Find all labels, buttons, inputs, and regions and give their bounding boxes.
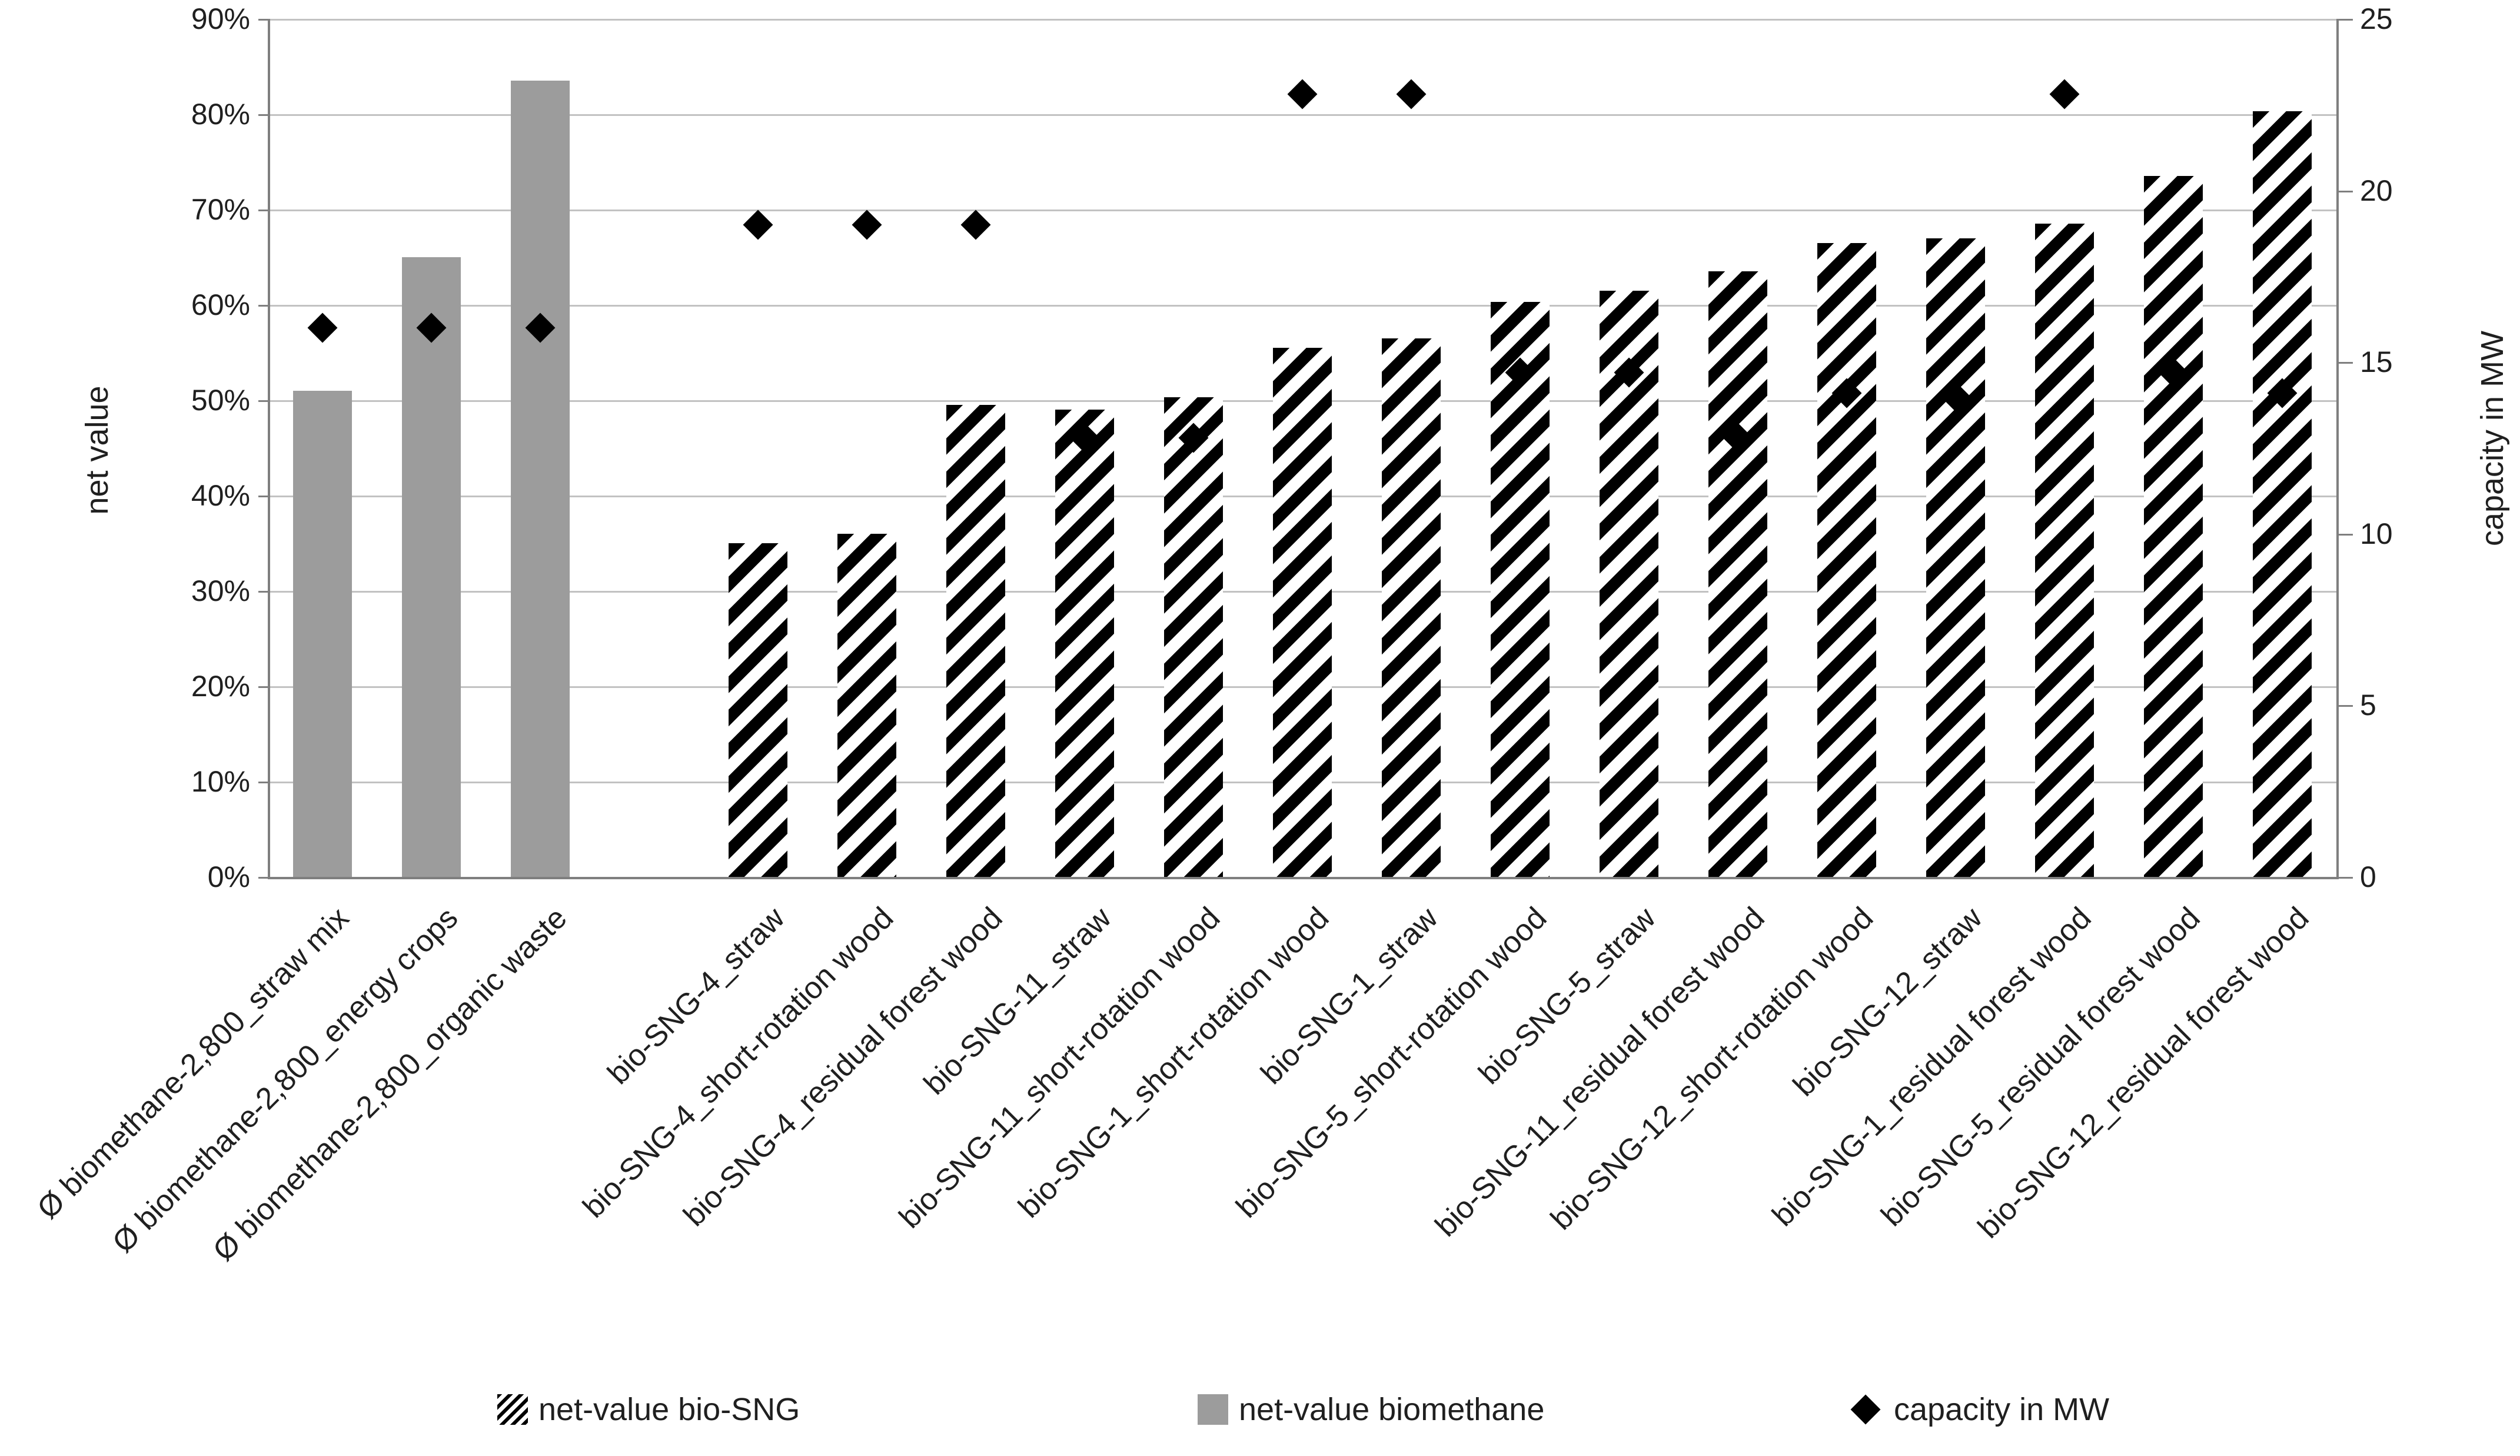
y-axis-tick xyxy=(258,877,268,879)
y-axis-tick xyxy=(258,114,268,116)
bar-net-value-biomethane xyxy=(401,257,461,877)
right-axis-tick-label: 20 xyxy=(2360,174,2393,207)
legend-label-net-value-bio-sng: net-value bio-SNG xyxy=(538,1392,800,1427)
bar-net-value-bio-sng xyxy=(1055,410,1114,877)
bar-net-value-bio-sng xyxy=(728,543,787,877)
bar-net-value-bio-sng xyxy=(946,405,1005,877)
bar-net-value-bio-sng xyxy=(1490,302,1550,877)
capacity-marker xyxy=(743,210,773,240)
bar-net-value-bio-sng xyxy=(2034,224,2094,877)
bar-net-value-bio-sng xyxy=(1708,271,1767,877)
capacity-marker xyxy=(960,210,990,240)
legend: net-value bio-SNG net-value biomethane c… xyxy=(0,1383,2520,1436)
x-axis-line xyxy=(268,877,2339,879)
y-axis-tick xyxy=(258,210,268,211)
y-axis-tick-label: 40% xyxy=(191,479,250,512)
left-axis-title: net value xyxy=(79,385,115,515)
y-axis-tick-label: 90% xyxy=(191,2,250,35)
x-axis-category-label: bio-SNG-11_straw xyxy=(917,900,1118,1102)
right-axis-tick xyxy=(2339,705,2353,707)
diamond-marker-swatch-icon xyxy=(1850,1394,1881,1425)
x-axis-category-label: bio-SNG-12_straw xyxy=(1786,900,1989,1103)
bar-net-value-bio-sng xyxy=(1817,242,1876,877)
capacity-marker xyxy=(1287,79,1317,109)
bar-net-value-bio-sng xyxy=(1272,347,1332,877)
capacity-marker xyxy=(2049,79,2079,109)
bar-net-value-bio-sng xyxy=(837,533,896,877)
capacity-marker xyxy=(852,210,882,240)
y-axis-tick-label: 50% xyxy=(191,384,250,417)
right-axis-tick xyxy=(2339,877,2353,879)
right-axis-tick xyxy=(2339,533,2353,536)
y-axis-tick-label: 60% xyxy=(191,288,250,321)
right-axis-tick-label: 5 xyxy=(2360,689,2376,722)
y-axis-tick xyxy=(258,305,268,307)
bar-net-value-biomethane xyxy=(510,81,570,877)
legend-label-net-value-biomethane: net-value biomethane xyxy=(1239,1392,1545,1427)
y-axis-tick xyxy=(258,782,268,783)
bar-net-value-bio-sng xyxy=(1381,338,1441,877)
bar-net-value-bio-sng xyxy=(1599,290,1658,877)
right-axis-tick xyxy=(2339,19,2353,21)
y-axis-tick-label: 70% xyxy=(191,193,250,226)
legend-item-capacity: capacity in MW xyxy=(1848,1383,2109,1436)
gray-bar-swatch-icon xyxy=(1198,1394,1228,1425)
y-axis-tick-label: 10% xyxy=(191,765,250,798)
y-axis-tick-label: 30% xyxy=(191,574,250,607)
right-axis-tick-label: 15 xyxy=(2360,345,2393,379)
y-axis-tick xyxy=(258,496,268,497)
legend-label-capacity: capacity in MW xyxy=(1894,1392,2110,1427)
y-axis-tick-label: 20% xyxy=(191,670,250,703)
legend-item-net-value-bio-sng: net-value bio-SNG xyxy=(497,1383,800,1436)
y-axis-tick-label: 0% xyxy=(207,860,250,893)
y-axis-tick xyxy=(258,400,268,402)
bar-net-value-bio-sng xyxy=(1926,238,1985,877)
capacity-marker xyxy=(307,313,337,343)
y-axis-tick xyxy=(258,686,268,688)
right-axis-tick-label: 10 xyxy=(2360,517,2393,550)
gridline xyxy=(268,114,2336,116)
bar-net-value-bio-sng xyxy=(2143,176,2203,877)
right-axis-line xyxy=(2336,19,2339,877)
bar-net-value-bio-sng xyxy=(1163,397,1223,877)
gridline xyxy=(268,19,2336,21)
y-axis-tick xyxy=(258,591,268,593)
right-axis-tick xyxy=(2339,362,2353,364)
legend-item-net-value-biomethane: net-value biomethane xyxy=(1198,1383,1544,1436)
gridline xyxy=(268,305,2336,307)
gridline xyxy=(268,210,2336,211)
right-axis-tick xyxy=(2339,190,2353,192)
hatched-bar-swatch-icon xyxy=(497,1394,528,1425)
capacity-marker xyxy=(1396,79,1426,109)
bar-net-value-bio-sng xyxy=(2252,111,2312,877)
right-axis-tick-label: 25 xyxy=(2360,2,2393,35)
y-axis-line xyxy=(268,19,270,877)
y-axis-tick-label: 80% xyxy=(191,98,250,131)
right-axis-title: capacity in MW xyxy=(2475,330,2510,547)
y-axis-tick xyxy=(258,19,268,21)
right-axis-tick-label: 0 xyxy=(2360,860,2376,893)
bar-net-value-biomethane xyxy=(292,390,352,877)
